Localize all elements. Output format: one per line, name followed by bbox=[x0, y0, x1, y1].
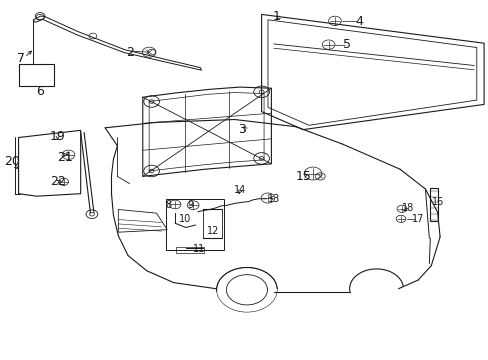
Text: 20: 20 bbox=[4, 156, 20, 168]
Bar bbox=[166, 199, 224, 250]
Text: 1: 1 bbox=[272, 10, 280, 23]
Text: 21: 21 bbox=[57, 151, 72, 164]
Text: 11: 11 bbox=[193, 244, 205, 254]
Text: 10: 10 bbox=[178, 213, 191, 224]
Bar bbox=[176, 247, 204, 253]
Text: 17: 17 bbox=[411, 214, 424, 224]
Text: 14: 14 bbox=[233, 185, 245, 195]
Text: 16: 16 bbox=[430, 197, 443, 207]
Text: 8: 8 bbox=[165, 200, 171, 210]
Text: 5: 5 bbox=[343, 39, 350, 51]
Text: 2: 2 bbox=[125, 46, 133, 59]
Bar bbox=[19, 64, 54, 86]
Text: 22: 22 bbox=[50, 175, 65, 188]
Text: 12: 12 bbox=[206, 226, 219, 236]
Text: 4: 4 bbox=[355, 15, 363, 28]
Bar bbox=[203, 209, 222, 238]
Text: 13: 13 bbox=[267, 194, 280, 204]
Text: 18: 18 bbox=[401, 203, 414, 213]
Text: 3: 3 bbox=[238, 123, 245, 136]
Text: 7: 7 bbox=[17, 52, 24, 65]
Bar bbox=[429, 188, 437, 221]
Text: 6: 6 bbox=[36, 85, 44, 98]
Text: 15: 15 bbox=[295, 170, 310, 183]
Text: 9: 9 bbox=[187, 200, 193, 210]
Text: 19: 19 bbox=[50, 130, 65, 143]
